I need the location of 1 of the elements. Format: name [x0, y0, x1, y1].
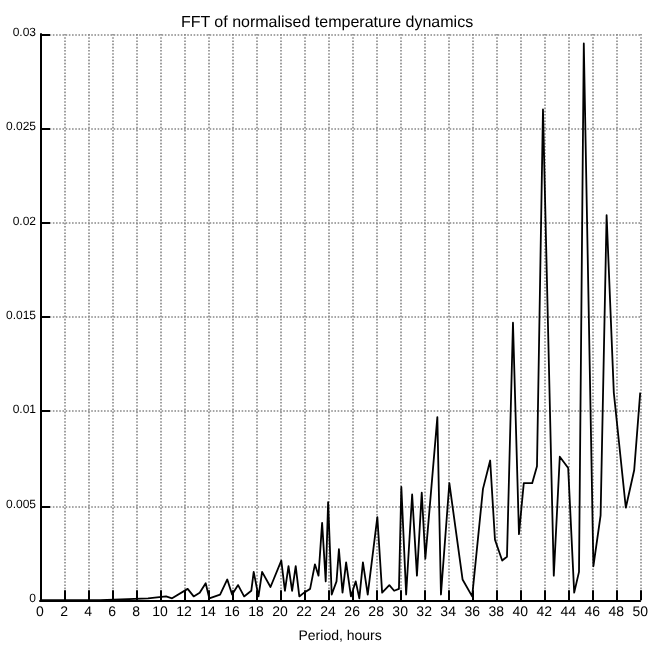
chart-title: FFT of normalised temperature dynamics	[180, 13, 474, 31]
